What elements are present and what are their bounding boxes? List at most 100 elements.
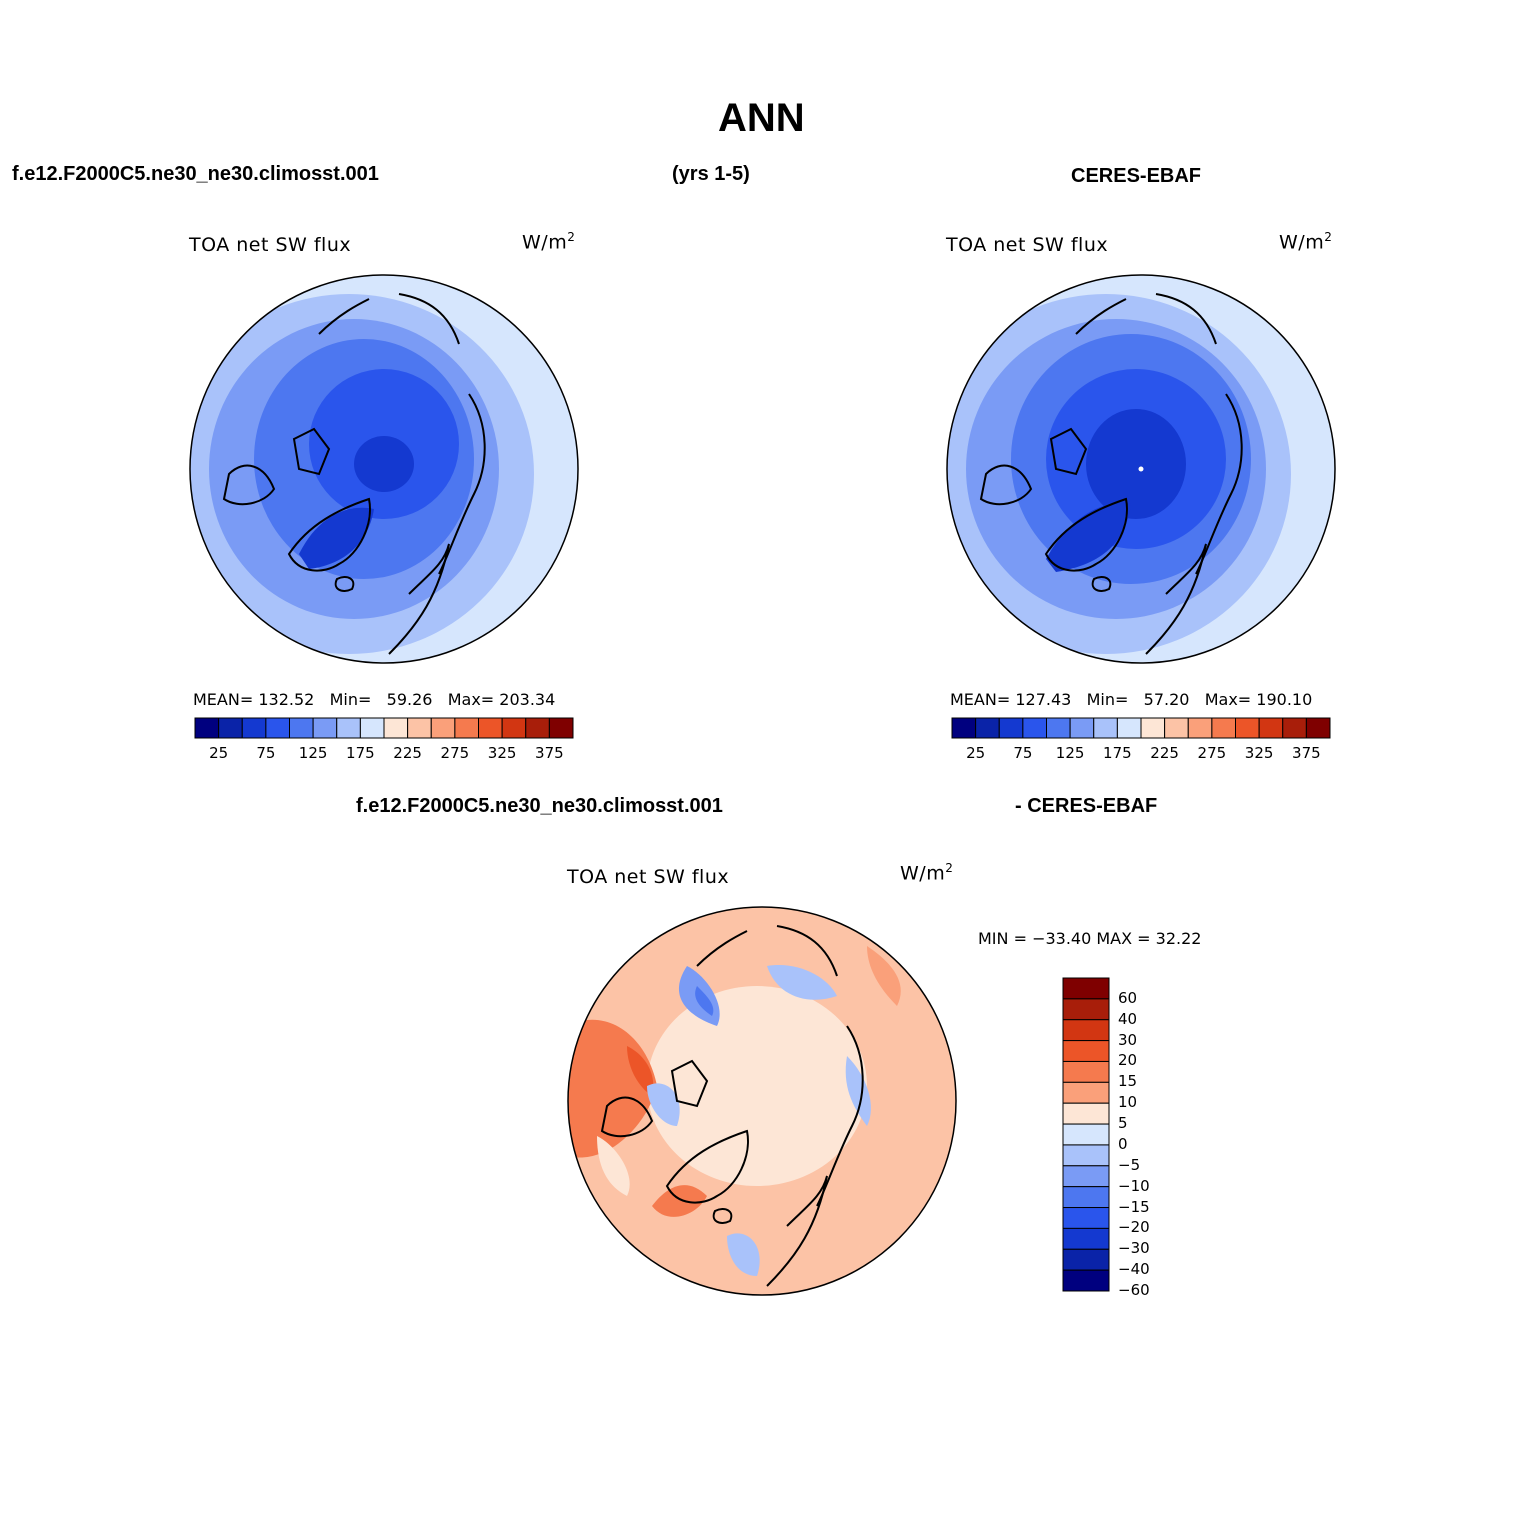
diff-colorbar-swatch bbox=[1062, 977, 1110, 1000]
panel2-map bbox=[946, 274, 1336, 664]
panel2-variable: TOA net SW flux bbox=[946, 234, 1109, 256]
diff-colorbar-tick-label: 30 bbox=[1118, 1030, 1138, 1049]
colorbar-swatch bbox=[194, 717, 220, 739]
colorbar-swatch bbox=[265, 717, 290, 739]
colorbar-swatch bbox=[1258, 717, 1284, 739]
panel2-units: W/m2 bbox=[1279, 230, 1333, 254]
diff-colorbar-tick-label: 15 bbox=[1118, 1072, 1138, 1091]
diff-colorbar-swatch bbox=[1062, 1040, 1110, 1062]
panel2-colorbar-ticks: 25 75 125 175 225 275 325 375 bbox=[952, 744, 1330, 764]
diff-colorbar-tick-label: −30 bbox=[1118, 1239, 1150, 1258]
years-label: (yrs 1-5) bbox=[672, 163, 750, 185]
colorbar-swatch bbox=[1046, 717, 1071, 739]
diff-colorbar-swatch bbox=[1062, 1207, 1110, 1229]
colorbar-tick-label: 175 bbox=[346, 744, 375, 762]
colorbar-swatch bbox=[430, 717, 456, 739]
colorbar-tick-label: 225 bbox=[393, 744, 422, 762]
colorbar-swatch bbox=[1187, 717, 1213, 739]
diff-colorbar-tick-label: 20 bbox=[1118, 1051, 1138, 1070]
colorbar-tick-label: 125 bbox=[1055, 744, 1085, 762]
diff-colorbar-swatch bbox=[1062, 1227, 1110, 1250]
colorbar-tick-label: 275 bbox=[1197, 744, 1227, 762]
diff-colorbar-swatch bbox=[1062, 1019, 1110, 1042]
colorbar-swatch bbox=[1093, 717, 1118, 739]
panel1-colorbar-ticks: 25 75 125 175 225 275 325 375 bbox=[195, 744, 573, 764]
diff-colorbar-ticks: 60 40 30 20 15 10 5 0 −5 −10 −15 −20 −30 −40 −60 bbox=[1118, 978, 1178, 1299]
colorbar-swatch bbox=[1305, 717, 1331, 739]
panel1-colorbar bbox=[194, 717, 574, 739]
colorbar-swatch bbox=[1116, 717, 1142, 739]
diff-colorbar-tick-label: 40 bbox=[1118, 1009, 1138, 1028]
diff-colorbar-swatch bbox=[1062, 998, 1110, 1021]
colorbar-swatch bbox=[1022, 717, 1047, 739]
colorbar-swatch bbox=[454, 717, 479, 739]
colorbar-tick-label: 275 bbox=[440, 744, 470, 762]
diff-colorbar-tick-label: −20 bbox=[1118, 1218, 1150, 1237]
colorbar-tick-label: 225 bbox=[1150, 744, 1179, 762]
colorbar-swatch bbox=[1069, 717, 1095, 739]
colorbar-tick-label: 325 bbox=[1244, 744, 1274, 762]
diff-map bbox=[567, 906, 957, 1296]
plot-title: ANN bbox=[718, 96, 805, 140]
colorbar-tick-label: 125 bbox=[298, 744, 328, 762]
diff-units: W/m2 bbox=[900, 861, 954, 885]
panel1-units: W/m2 bbox=[522, 230, 576, 254]
diff-colorbar-tick-label: −60 bbox=[1118, 1281, 1150, 1299]
colorbar-swatch bbox=[525, 717, 550, 739]
diff-colorbar-swatch bbox=[1062, 1165, 1110, 1188]
colorbar-swatch bbox=[383, 717, 409, 739]
diff-colorbar-swatch bbox=[1062, 1102, 1110, 1125]
colorbar-swatch bbox=[478, 717, 503, 739]
colorbar-swatch bbox=[407, 717, 432, 739]
diff-colorbar-tick-label: 5 bbox=[1118, 1114, 1128, 1133]
diff-colorbar-swatch bbox=[1062, 1081, 1110, 1104]
diff-title-right: - CERES-EBAF bbox=[1015, 795, 1158, 817]
case-name-label: f.e12.F2000C5.ne30_ne30.climosst.001 bbox=[12, 163, 379, 185]
diff-colorbar-swatch bbox=[1062, 1123, 1110, 1146]
colorbar-tick-label: 75 bbox=[256, 744, 276, 762]
diff-colorbar-swatch bbox=[1062, 1248, 1110, 1271]
diff-colorbar-tick-label: −10 bbox=[1118, 1176, 1150, 1195]
colorbar-swatch bbox=[998, 717, 1024, 739]
diff-colorbar-swatch bbox=[1062, 1060, 1110, 1083]
diff-colorbar-tick-label: 60 bbox=[1118, 988, 1138, 1007]
obs-name-label: CERES-EBAF bbox=[1071, 165, 1202, 187]
colorbar-tick-label: 25 bbox=[966, 744, 986, 762]
diff-title-left: f.e12.F2000C5.ne30_ne30.climosst.001 bbox=[356, 795, 723, 817]
colorbar-swatch bbox=[359, 717, 385, 739]
colorbar-tick-label: 175 bbox=[1103, 744, 1132, 762]
diff-colorbar-swatch bbox=[1062, 1144, 1110, 1167]
colorbar-tick-label: 75 bbox=[1013, 744, 1033, 762]
panel2-colorbar bbox=[951, 717, 1331, 739]
colorbar-swatch bbox=[289, 717, 314, 739]
colorbar-swatch bbox=[336, 717, 361, 739]
colorbar-swatch bbox=[1282, 717, 1307, 739]
colorbar-tick-label: 375 bbox=[535, 744, 564, 762]
colorbar-tick-label: 375 bbox=[1292, 744, 1321, 762]
diff-colorbar-tick-label: −40 bbox=[1118, 1260, 1150, 1279]
panel1-map bbox=[189, 274, 579, 664]
colorbar-swatch bbox=[1211, 717, 1236, 739]
panel1-variable: TOA net SW flux bbox=[189, 234, 352, 256]
diff-colorbar-swatch bbox=[1062, 1186, 1110, 1209]
diff-variable: TOA net SW flux bbox=[567, 866, 730, 888]
diff-colorbar-tick-label: 10 bbox=[1118, 1093, 1138, 1112]
panel1-stats: MEAN= 132.52 Min= 59.26 Max= 203.34 bbox=[193, 690, 556, 709]
colorbar-swatch bbox=[1140, 717, 1166, 739]
colorbar-swatch bbox=[312, 717, 338, 739]
diff-colorbar bbox=[1062, 977, 1110, 1292]
diff-colorbar-tick-label: −15 bbox=[1118, 1197, 1150, 1216]
panel2-stats: MEAN= 127.43 Min= 57.20 Max= 190.10 bbox=[950, 690, 1313, 709]
colorbar-swatch bbox=[548, 717, 574, 739]
colorbar-swatch bbox=[241, 717, 267, 739]
colorbar-tick-label: 325 bbox=[487, 744, 517, 762]
diff-colorbar-tick-label: −5 bbox=[1118, 1155, 1141, 1174]
colorbar-swatch bbox=[951, 717, 977, 739]
colorbar-swatch bbox=[218, 717, 243, 739]
colorbar-swatch bbox=[975, 717, 1000, 739]
colorbar-tick-label: 25 bbox=[209, 744, 229, 762]
diff-colorbar-tick-label: 0 bbox=[1118, 1134, 1128, 1153]
diff-colorbar-swatch bbox=[1062, 1269, 1110, 1292]
colorbar-swatch bbox=[501, 717, 527, 739]
colorbar-swatch bbox=[1235, 717, 1260, 739]
